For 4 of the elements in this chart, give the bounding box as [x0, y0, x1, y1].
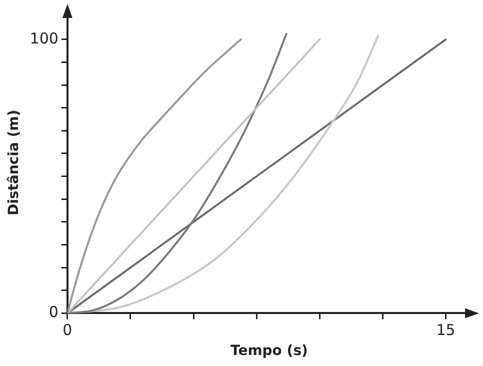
y-axis-title: Distância (m) — [6, 110, 22, 216]
x-axis-title: Tempo (s) — [230, 343, 308, 360]
y-tick-label: 100 — [30, 29, 58, 48]
x-tick-label: 15 — [436, 321, 456, 340]
